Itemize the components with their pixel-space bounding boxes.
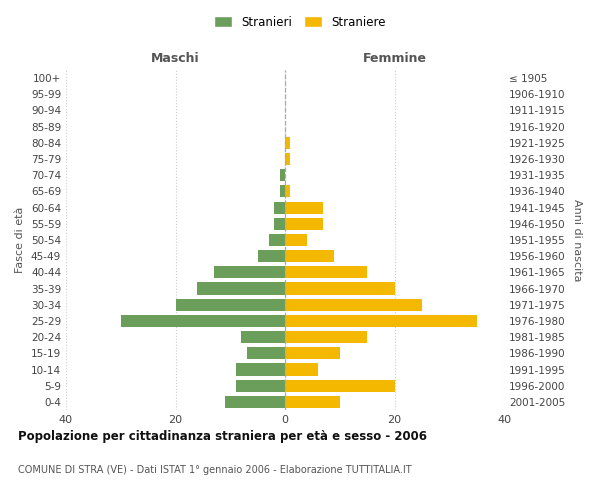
Bar [285,298,422,311]
Bar [236,380,285,392]
Bar [280,169,285,181]
Bar [247,348,285,360]
Y-axis label: Fasce di età: Fasce di età [16,207,25,273]
Bar [285,315,476,327]
Bar [285,266,367,278]
Bar [285,186,290,198]
Bar [214,266,285,278]
Bar [175,298,285,311]
Bar [285,380,395,392]
Bar [225,396,285,408]
Bar [285,137,290,149]
Bar [285,282,395,294]
Bar [285,202,323,213]
Bar [197,282,285,294]
Bar [285,250,334,262]
Bar [269,234,285,246]
Y-axis label: Anni di nascita: Anni di nascita [572,198,582,281]
Bar [285,218,323,230]
Text: Popolazione per cittadinanza straniera per età e sesso - 2006: Popolazione per cittadinanza straniera p… [18,430,427,443]
Bar [285,331,367,343]
Text: Maschi: Maschi [151,52,200,65]
Bar [274,218,285,230]
Legend: Stranieri, Straniere: Stranieri, Straniere [209,11,391,34]
Bar [285,234,307,246]
Bar [257,250,285,262]
Bar [285,153,290,165]
Bar [280,186,285,198]
Text: Femmine: Femmine [362,52,427,65]
Bar [274,202,285,213]
Bar [121,315,285,327]
Bar [285,348,340,360]
Bar [285,364,318,376]
Bar [241,331,285,343]
Bar [285,396,340,408]
Text: COMUNE DI STRA (VE) - Dati ISTAT 1° gennaio 2006 - Elaborazione TUTTITALIA.IT: COMUNE DI STRA (VE) - Dati ISTAT 1° genn… [18,465,412,475]
Bar [236,364,285,376]
